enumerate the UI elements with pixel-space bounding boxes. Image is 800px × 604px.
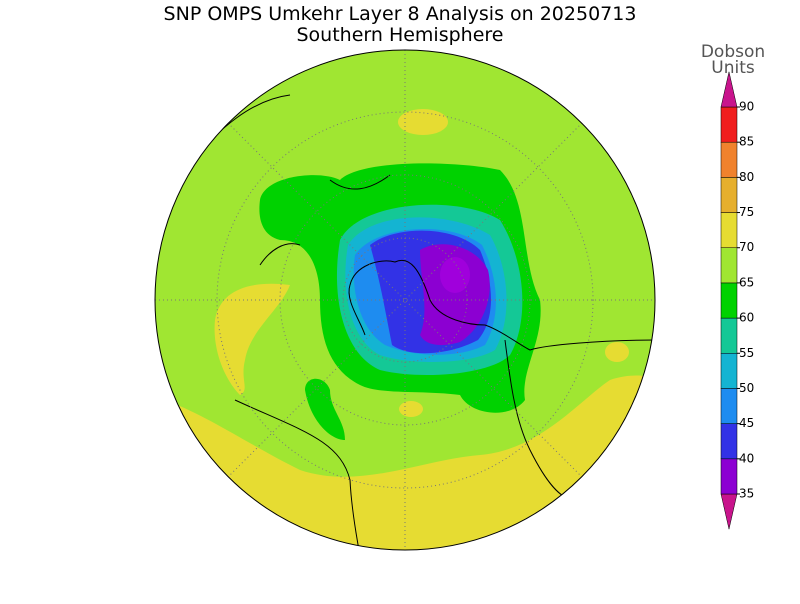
colorbar-tick-label: 70 xyxy=(739,240,754,254)
colorbar-segment xyxy=(720,106,738,143)
colorbar-tick-label: 75 xyxy=(739,205,754,219)
field-band-70 xyxy=(399,401,423,417)
colorbar-tick-label: 85 xyxy=(739,135,754,149)
field-band-70 xyxy=(398,109,448,135)
colorbar-segment xyxy=(720,177,738,213)
colorbar-segment xyxy=(720,353,738,389)
colorbar-extend-low xyxy=(720,493,738,530)
graticule xyxy=(155,50,655,550)
map-border xyxy=(154,49,656,551)
colorbar-segment xyxy=(720,388,738,424)
coastlines xyxy=(189,94,655,550)
colorbar-segment xyxy=(720,212,738,248)
ozone-field xyxy=(155,50,655,550)
colorbar-segment xyxy=(720,458,738,495)
colorbar-extend-high xyxy=(720,71,738,108)
field-band-35 xyxy=(420,244,490,346)
colorbar-tick-label: 80 xyxy=(739,170,754,184)
field-core xyxy=(440,257,470,293)
field-band-70 xyxy=(155,375,655,550)
colorbar-tick-label: 55 xyxy=(739,346,754,360)
colorbar-tick-label: 45 xyxy=(739,416,754,430)
colorbar-tick-label: 35 xyxy=(739,487,754,501)
field-band-70 xyxy=(214,283,290,395)
colorbar-label: Dobson xyxy=(701,42,765,62)
colorbar-segment xyxy=(720,247,738,284)
field-band-60 xyxy=(305,378,345,440)
colorbar-segment xyxy=(720,141,738,178)
colorbar-segment xyxy=(720,282,738,319)
colorbar-segment xyxy=(720,317,738,354)
colorbar-tick-label: 90 xyxy=(739,100,754,114)
field-band-70 xyxy=(605,342,629,362)
colorbar-segment xyxy=(720,423,738,460)
colorbar-tick-label: 40 xyxy=(739,451,754,465)
colorbar-label: Units xyxy=(711,58,755,78)
colorbar-tick-label: 60 xyxy=(739,311,754,325)
subtitle: Southern Hemisphere xyxy=(296,24,503,46)
colorbar-tick-label: 65 xyxy=(739,275,754,289)
title: SNP OMPS Umkehr Layer 8 Analysis on 2025… xyxy=(164,3,637,25)
colorbar-tick-label: 50 xyxy=(739,381,754,395)
